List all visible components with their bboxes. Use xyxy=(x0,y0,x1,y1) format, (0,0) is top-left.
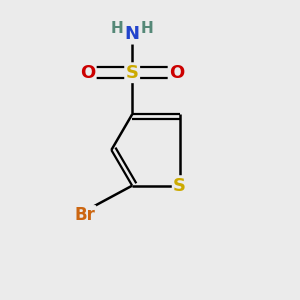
Text: S: S xyxy=(173,177,186,195)
Text: O: O xyxy=(169,64,184,82)
Text: O: O xyxy=(80,64,95,82)
Text: H: H xyxy=(141,21,153,36)
Text: Br: Br xyxy=(74,206,95,224)
Text: N: N xyxy=(125,25,140,43)
Text: S: S xyxy=(126,64,139,82)
Text: H: H xyxy=(111,21,124,36)
